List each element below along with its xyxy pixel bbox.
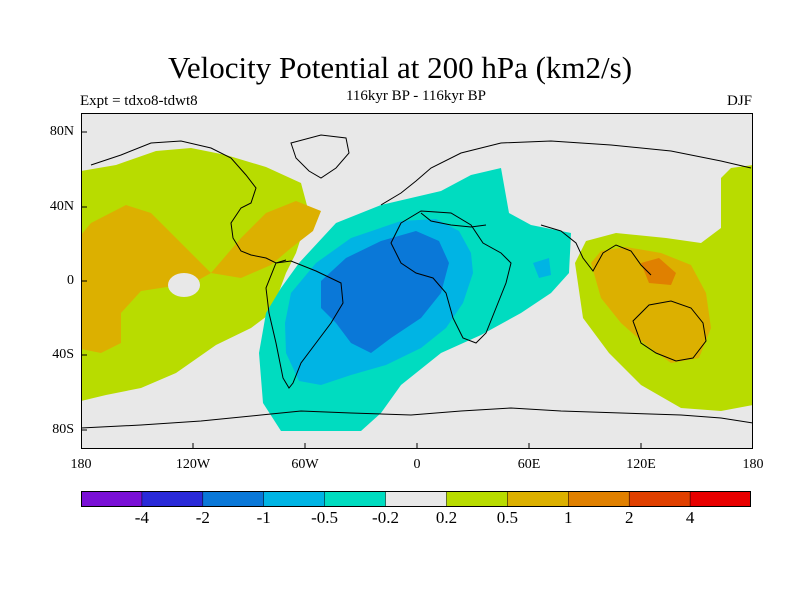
colorbar-cell bbox=[507, 491, 570, 507]
lon-label-60e: 60E bbox=[517, 457, 541, 472]
map-title: Velocity Potential at 200 hPa (km2/s) bbox=[167, 50, 633, 85]
lat-label-40n: 40N bbox=[49, 199, 74, 214]
coastlines bbox=[81, 134, 753, 429]
colorbar-label: 4 bbox=[685, 508, 695, 527]
map-subtitle: 116kyr BP - 116kyr BP bbox=[345, 88, 486, 104]
lon-label-0: 0 bbox=[413, 457, 421, 472]
colorbar-cell bbox=[446, 491, 509, 507]
contour-half-pacific-west bbox=[81, 205, 211, 353]
coast-greenland bbox=[290, 134, 350, 179]
colorbar-label: -2 bbox=[195, 508, 210, 527]
lon-label-60w: 60W bbox=[291, 457, 319, 472]
colorbar bbox=[81, 491, 751, 507]
colorbar-label: 1 bbox=[564, 508, 573, 527]
colorbar-label: 0.5 bbox=[496, 508, 519, 527]
colorbar-label: -4 bbox=[134, 508, 149, 527]
colorbar-cell bbox=[81, 491, 143, 507]
contour-half-caribbean bbox=[211, 201, 321, 278]
colorbar-cell bbox=[628, 491, 691, 507]
colorbar-label: 2 bbox=[624, 508, 634, 527]
contour-minus-one-atlantic bbox=[321, 231, 449, 353]
colorbar-cell bbox=[568, 491, 630, 507]
experiment-label: Expt = tdxo8-tdwt8 bbox=[80, 93, 198, 109]
coast-europe-asia bbox=[380, 140, 752, 228]
season-label: DJF bbox=[726, 93, 752, 109]
colorbar-cell bbox=[324, 491, 387, 507]
colorbar-label: -1 bbox=[256, 508, 271, 527]
lat-label-0: 0 bbox=[67, 273, 74, 288]
coast-north-america bbox=[90, 140, 287, 264]
colorbar-label: -0.5 bbox=[311, 508, 339, 527]
coast-india-se-asia bbox=[540, 224, 652, 276]
colorbar-label: 0.2 bbox=[435, 508, 458, 527]
lon-label-120e: 120E bbox=[626, 457, 656, 472]
colorbar-cell bbox=[141, 491, 204, 507]
lat-label-80n: 80N bbox=[49, 124, 74, 139]
lat-label-80s: 80S bbox=[52, 422, 74, 437]
lon-label-180w: 180 bbox=[70, 457, 92, 472]
velocity-potential-map bbox=[81, 113, 753, 449]
colorbar-cell bbox=[202, 491, 265, 507]
colorbar-cell bbox=[689, 491, 751, 507]
coast-africa bbox=[390, 210, 512, 344]
neutral-hole-pacific bbox=[168, 273, 200, 297]
coast-antarctica bbox=[81, 407, 753, 429]
colorbar-cell bbox=[385, 491, 448, 507]
colorbar-label: -0.2 bbox=[372, 508, 399, 527]
map-ticks bbox=[81, 131, 753, 449]
colorbar-cell bbox=[263, 491, 326, 507]
contour-minus-half-indian bbox=[533, 258, 551, 278]
coast-south-america bbox=[265, 260, 344, 389]
lon-label-120w: 120W bbox=[175, 457, 211, 472]
contour-one-indonesia bbox=[641, 258, 676, 285]
coast-australia bbox=[632, 300, 707, 362]
lat-label-40s: 40S bbox=[52, 347, 74, 362]
colorbar-frame bbox=[81, 491, 751, 507]
lon-label-180e: 180 bbox=[742, 457, 764, 472]
